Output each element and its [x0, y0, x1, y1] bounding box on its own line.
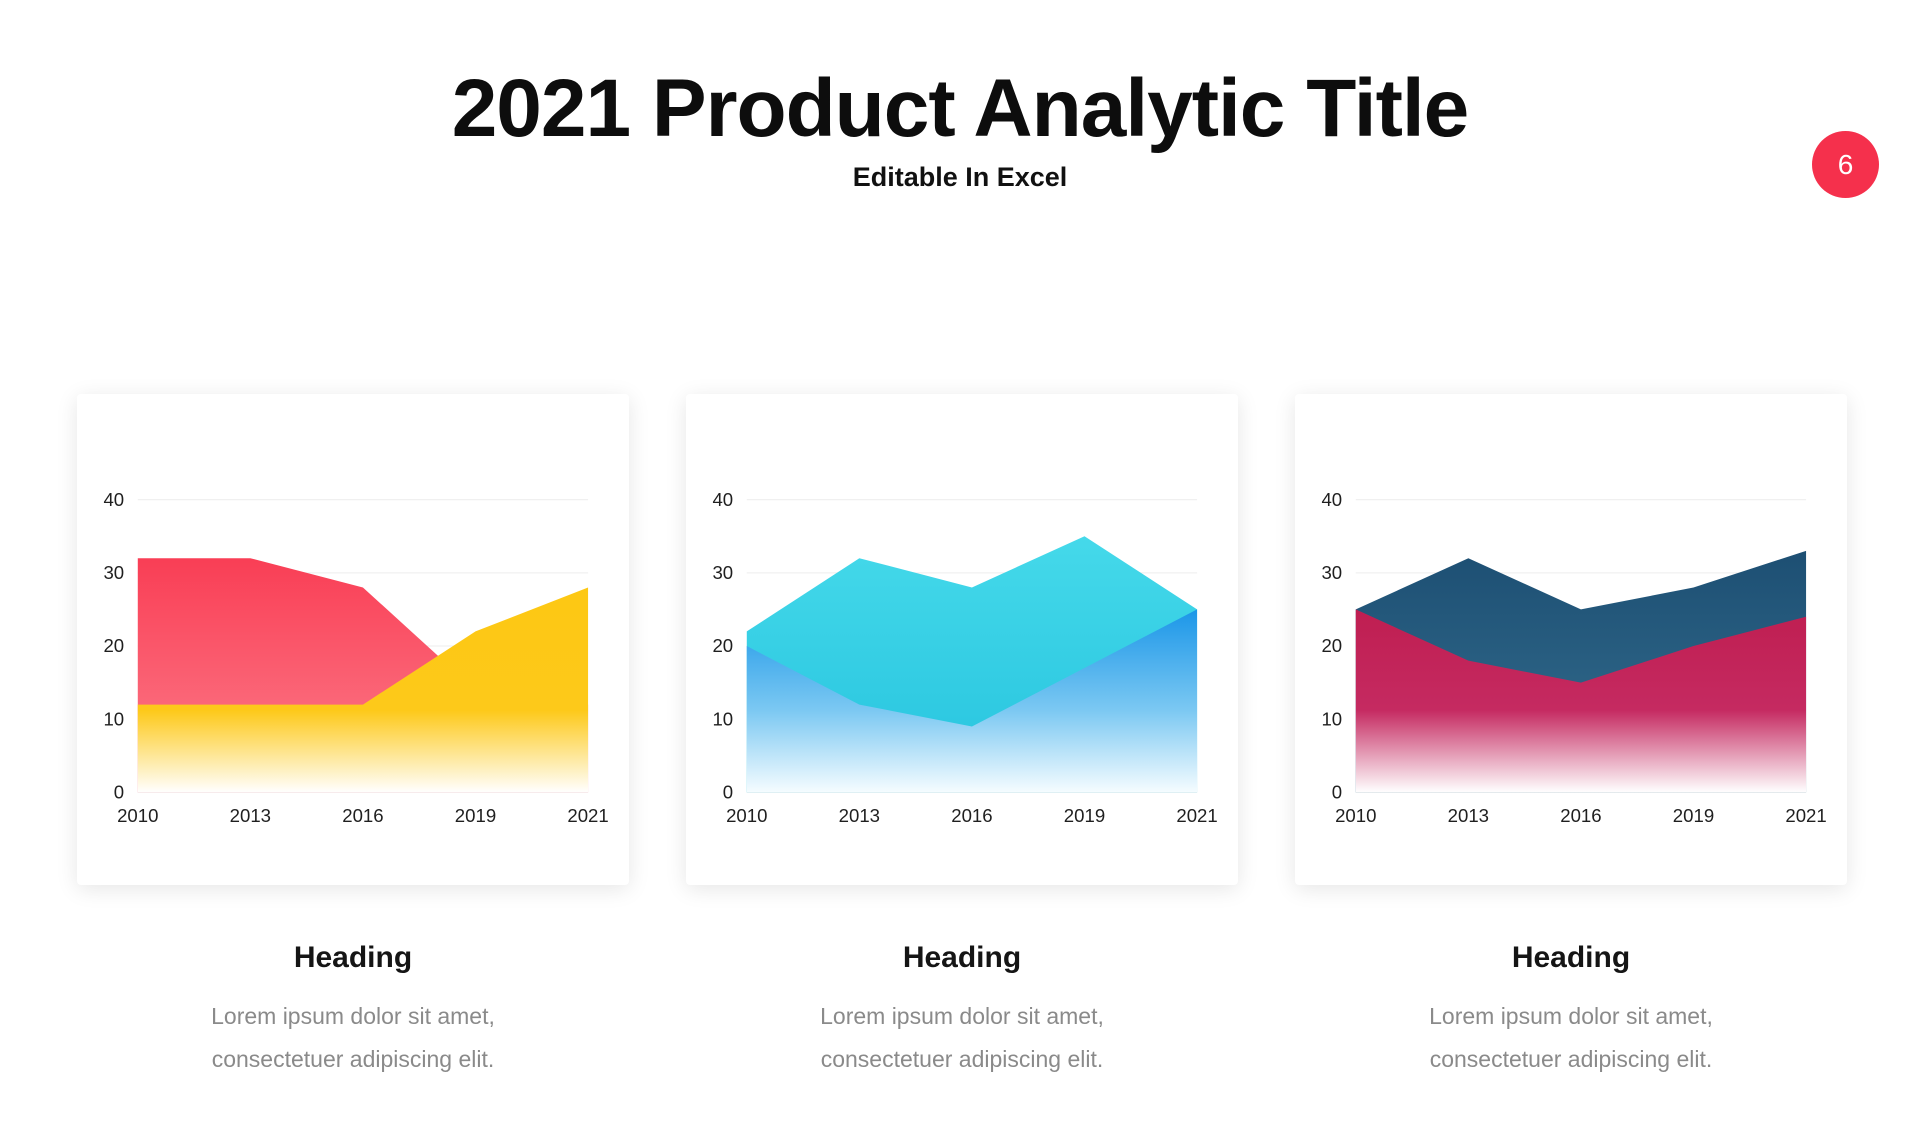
- svg-text:40: 40: [712, 489, 733, 510]
- svg-text:2019: 2019: [1673, 805, 1714, 826]
- svg-text:20: 20: [712, 635, 733, 656]
- svg-text:0: 0: [1332, 782, 1342, 803]
- svg-text:2021: 2021: [567, 805, 608, 826]
- svg-text:0: 0: [114, 782, 124, 803]
- card-body-1-line-2: consectetuer adipiscing elit.: [211, 1046, 495, 1072]
- card-heading-3: Heading: [1511, 941, 1631, 974]
- svg-text:2016: 2016: [342, 805, 383, 826]
- svg-text:20: 20: [1321, 635, 1342, 656]
- svg-text:40: 40: [1321, 489, 1342, 510]
- card-body-2: Lorem ipsum dolor sit amet, consectetuer…: [686, 995, 1238, 1081]
- svg-text:10: 10: [1321, 708, 1342, 729]
- card-body-1: Lorem ipsum dolor sit amet, consectetuer…: [77, 995, 629, 1081]
- svg-text:2010: 2010: [726, 805, 767, 826]
- svg-text:2021: 2021: [1176, 805, 1217, 826]
- svg-text:40: 40: [103, 489, 124, 510]
- card-heading-1: Heading: [293, 941, 413, 974]
- svg-text:2019: 2019: [455, 805, 496, 826]
- card-heading-2: Heading: [902, 941, 1022, 974]
- slide-title: 2021 Product Analytic Title: [451, 63, 1470, 154]
- svg-text:2010: 2010: [117, 805, 158, 826]
- card-body-2-line-1: Lorem ipsum dolor sit amet,: [820, 1003, 1104, 1029]
- svg-text:30: 30: [103, 562, 124, 583]
- svg-text:2016: 2016: [951, 805, 992, 826]
- svg-text:10: 10: [712, 708, 733, 729]
- svg-text:2013: 2013: [1448, 805, 1489, 826]
- chart-card-column-3: 0 10 20 30 40 2010 2013 2016 2019 2021 Heading Lo…: [1295, 394, 1847, 1081]
- card-body-3-line-2: consectetuer adipiscing elit.: [1429, 1046, 1713, 1072]
- svg-text:20: 20: [103, 635, 124, 656]
- card-body-2-line-2: consectetuer adipiscing elit.: [820, 1046, 1104, 1072]
- svg-text:2021: 2021: [1785, 805, 1826, 826]
- svg-text:2013: 2013: [839, 805, 880, 826]
- svg-text:2013: 2013: [230, 805, 271, 826]
- chart-card-1: 0 10 20 30 40 2010 2013 2016 2019 2021: [77, 394, 629, 885]
- svg-text:30: 30: [1321, 562, 1342, 583]
- svg-text:2016: 2016: [1560, 805, 1601, 826]
- chart-card-3: 0 10 20 30 40 2010 2013 2016 2019 2021: [1295, 394, 1847, 885]
- svg-text:30: 30: [712, 562, 733, 583]
- slide-subtitle: Editable In Excel: [852, 162, 1068, 193]
- svg-text:2019: 2019: [1064, 805, 1105, 826]
- svg-text:2010: 2010: [1335, 805, 1376, 826]
- svg-text:0: 0: [723, 782, 733, 803]
- chart-card-column-1: 0 10 20 30 40 2010 2013 2016 2019 2021 Heading Lo…: [77, 394, 629, 1081]
- area-chart-navy-crimson: 0 10 20 30 40 2010 2013 2016 2019 2021: [1321, 489, 1826, 826]
- page-number-badge: 6: [1812, 131, 1879, 198]
- chart-card-column-2: 0 10 20 30 40 2010 2013 2016 2019 2021 Heading Lo…: [686, 394, 1238, 1081]
- slide: 6 2021 Product Analytic Title Editable I…: [0, 63, 1920, 1072]
- card-body-1-line-1: Lorem ipsum dolor sit amet,: [211, 1003, 495, 1029]
- chart-cards-row: 0 10 20 30 40 2010 2013 2016 2019 2021 Heading Lo…: [77, 394, 1847, 1081]
- card-body-3-line-1: Lorem ipsum dolor sit amet,: [1429, 1003, 1713, 1029]
- page-number: 6: [1837, 148, 1854, 180]
- svg-text:10: 10: [103, 708, 124, 729]
- area-chart-cyan-blue: 0 10 20 30 40 2010 2013 2016 2019 2021: [712, 489, 1217, 826]
- chart-card-2: 0 10 20 30 40 2010 2013 2016 2019 2021: [686, 394, 1238, 885]
- card-body-3: Lorem ipsum dolor sit amet, consectetuer…: [1295, 995, 1847, 1081]
- area-chart-red-yellow: 0 10 20 30 40 2010 2013 2016 2019 2021: [103, 489, 608, 826]
